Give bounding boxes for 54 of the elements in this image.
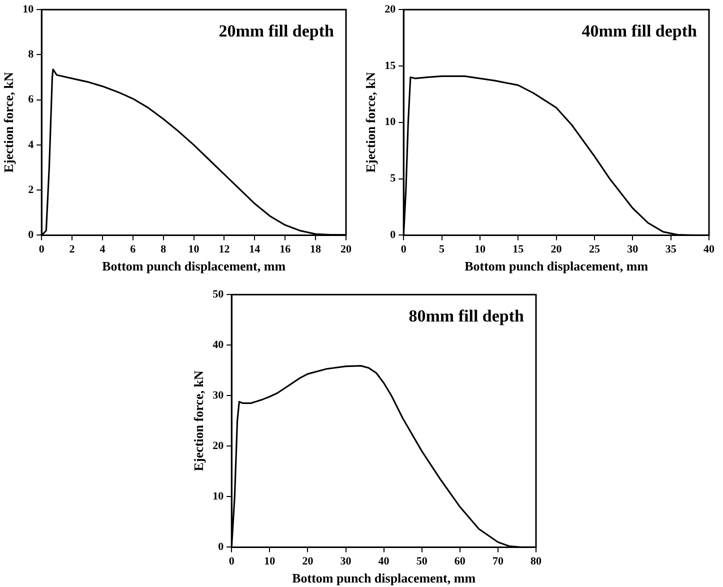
x-tick-label: 10 bbox=[188, 244, 200, 256]
x-tick-label: 4 bbox=[100, 244, 106, 256]
x-tick-label: 70 bbox=[492, 556, 504, 568]
y-tick-label: 15 bbox=[384, 60, 396, 72]
y-tick-label: 20 bbox=[384, 3, 396, 16]
x-tick-label: 6 bbox=[130, 244, 136, 256]
x-tick-label: 14 bbox=[249, 244, 261, 256]
x-tick-label: 25 bbox=[588, 244, 600, 256]
x-tick-label: 0 bbox=[228, 556, 235, 568]
y-tick-label: 20 bbox=[212, 440, 224, 452]
y-tick-label: 0 bbox=[218, 541, 224, 554]
x-axis-title: Bottom punch displacement, mm bbox=[102, 258, 286, 274]
y-tick-label: 4 bbox=[28, 138, 34, 151]
y-axis-title: Ejection force, kN bbox=[1, 72, 16, 173]
x-tick-label: 0 bbox=[38, 244, 45, 256]
y-tick-label: 6 bbox=[28, 94, 34, 106]
y-tick-label: 2 bbox=[28, 184, 34, 196]
x-tick-label: 10 bbox=[474, 244, 486, 256]
x-tick-label: 35 bbox=[665, 244, 677, 256]
x-tick-label: 5 bbox=[439, 244, 446, 256]
x-tick-label: 20 bbox=[550, 244, 562, 256]
y-tick-label: 50 bbox=[212, 288, 224, 300]
text: 20mm fill depth bbox=[218, 21, 335, 40]
x-tick-label: 16 bbox=[280, 244, 292, 256]
x-tick-label: 40 bbox=[704, 244, 715, 256]
x-tick-label: 10 bbox=[264, 556, 276, 568]
x-tick-label: 15 bbox=[512, 244, 524, 256]
x-tick-label: 12 bbox=[218, 244, 230, 256]
y-tick-label: 10 bbox=[384, 116, 396, 128]
y-tick-label: 10 bbox=[212, 490, 224, 503]
y-tick-label: 0 bbox=[390, 229, 396, 242]
x-tick-label: 0 bbox=[400, 244, 407, 256]
x-axis-title: Bottom punch displacement, mm bbox=[464, 258, 648, 274]
x-axis-title: Bottom punch displacement, mm bbox=[292, 570, 476, 586]
x-tick-label: 60 bbox=[454, 556, 466, 568]
y-tick-label: 0 bbox=[28, 229, 34, 242]
x-tick-label: 20 bbox=[340, 244, 352, 256]
x-tick-label: 50 bbox=[416, 556, 428, 568]
x-tick-label: 20 bbox=[302, 556, 314, 568]
text: 40mm fill depth bbox=[582, 21, 698, 40]
x-tick-label: 80 bbox=[530, 556, 542, 568]
x-tick-label: 30 bbox=[627, 244, 639, 256]
y-tick-label: 30 bbox=[212, 389, 224, 402]
x-tick-label: 8 bbox=[160, 244, 167, 256]
x-tick-label: 18 bbox=[310, 244, 322, 256]
y-tick-label: 40 bbox=[212, 338, 224, 351]
y-tick-label: 5 bbox=[390, 172, 396, 185]
x-tick-label: 30 bbox=[340, 556, 352, 568]
x-tick-label: 2 bbox=[69, 244, 76, 256]
y-tick-label: 8 bbox=[28, 48, 34, 61]
text: 80mm fill depth bbox=[408, 306, 525, 326]
y-axis-title: Ejection force, kN bbox=[191, 370, 206, 472]
y-axis-title: Ejection force, kN bbox=[363, 72, 378, 173]
y-tick-label: 10 bbox=[22, 3, 34, 16]
